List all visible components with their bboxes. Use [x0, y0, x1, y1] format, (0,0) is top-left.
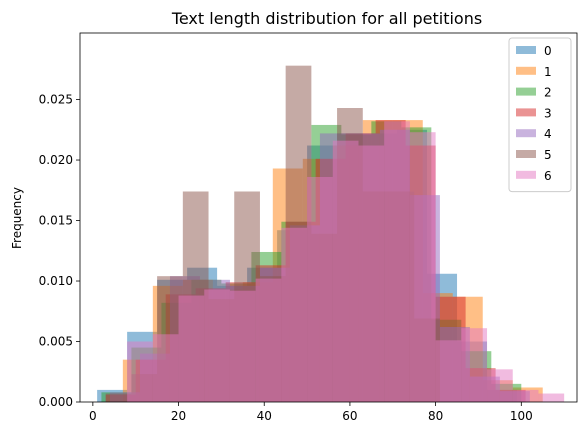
series-6-bars	[127, 121, 565, 403]
y-tick-label: 0.010	[39, 274, 73, 288]
histogram-bar	[255, 278, 282, 402]
legend-label: 3	[544, 106, 552, 120]
histogram-bar	[512, 389, 539, 402]
histogram-bar	[358, 145, 385, 402]
histogram-bar	[152, 334, 179, 402]
chart-title: Text length distribution for all petitio…	[171, 9, 482, 28]
x-tick-label: 20	[171, 409, 186, 423]
x-tick-label: 0	[89, 409, 97, 423]
histogram-bar	[332, 140, 359, 402]
y-tick-label: 0.000	[39, 395, 73, 409]
legend-swatch	[516, 108, 536, 117]
histogram-bar	[461, 328, 488, 402]
x-tick-label: 100	[510, 409, 533, 423]
plot-frame	[79, 32, 578, 403]
histogram-bar	[204, 289, 230, 402]
histogram-bar	[409, 132, 436, 403]
legend-swatch	[516, 170, 536, 179]
y-axis-label: Frequency	[10, 187, 24, 249]
legend-label: 2	[544, 86, 552, 100]
legend-swatch	[516, 87, 536, 96]
histogram-bar	[281, 227, 308, 402]
y-tick-label: 0.015	[39, 214, 73, 228]
histogram-bar	[127, 341, 153, 402]
y-tick-label: 0.020	[39, 153, 73, 167]
legend-swatch	[516, 150, 536, 158]
legend-swatch	[516, 129, 536, 138]
y-tick-label: 0.025	[39, 93, 73, 107]
legend-swatch	[516, 46, 536, 54]
x-tick-label: 40	[257, 409, 272, 423]
histogram-bar	[105, 393, 132, 402]
legend: 0 1 2 3 4 5 6	[508, 37, 572, 193]
axis-ticks: 0 20 40 60 80 100 0.000 0.005 0.010 0.015 0.020 0.0…	[39, 93, 533, 423]
x-tick-label: 80	[428, 409, 443, 423]
histogram-bar	[487, 369, 513, 402]
histogram-bar	[538, 393, 565, 402]
bars-layer	[97, 65, 565, 403]
histogram-bar	[178, 295, 205, 402]
histogram-bar	[307, 176, 333, 402]
legend-label: 1	[544, 65, 552, 79]
legend-label: 5	[544, 148, 552, 162]
y-tick-label: 0.005	[39, 335, 73, 349]
legend-label: 4	[544, 127, 552, 141]
legend-swatch	[516, 66, 536, 75]
histogram-bar	[435, 340, 462, 402]
histogram-bar	[384, 121, 410, 403]
legend-label: 6	[544, 169, 552, 183]
x-tick-label: 60	[342, 409, 357, 423]
histogram-bar	[229, 290, 256, 402]
legend-label: 0	[544, 44, 552, 58]
